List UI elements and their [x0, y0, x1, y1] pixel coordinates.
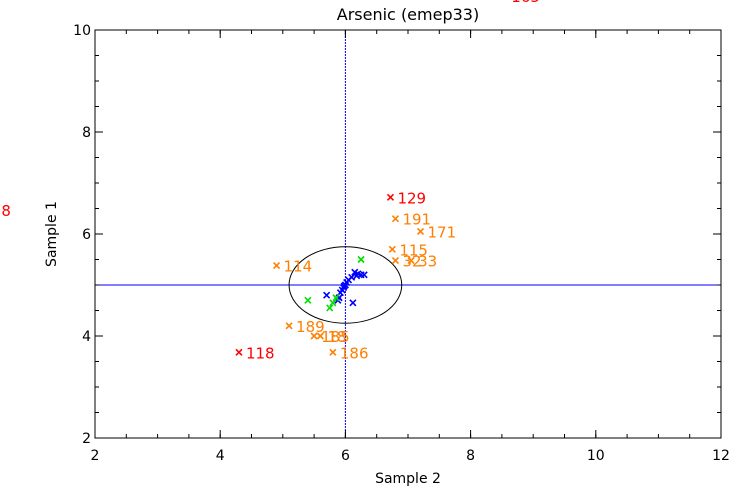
data-point: [310, 332, 318, 340]
point-label: 118: [246, 344, 275, 362]
y-tick-label: 6: [82, 227, 91, 243]
data-point: [285, 322, 293, 330]
point-label: 115: [399, 241, 428, 259]
point-label: 18: [327, 328, 346, 346]
chart-title: Arsenic (emep33): [337, 5, 479, 24]
data-point: [329, 348, 337, 356]
x-axis-label: Sample 2: [375, 471, 441, 487]
data-point: [388, 245, 396, 253]
y-axis: 2 4 6 8 10: [73, 23, 721, 447]
points-layer: [235, 193, 425, 356]
data-point: [235, 348, 243, 356]
data-point: [391, 256, 400, 265]
data-point: [340, 282, 348, 290]
point-label: 171: [428, 223, 457, 241]
x-tick-label: 12: [712, 448, 730, 464]
data-point: [332, 294, 340, 302]
y-tick-label: 2: [82, 431, 91, 447]
data-point: [360, 271, 368, 279]
reference-lines: [95, 30, 721, 438]
out-of-range-label: 178: [0, 202, 11, 220]
point-label: 185: [321, 328, 350, 346]
point-label: 114: [284, 258, 313, 276]
x-tick-label: 6: [341, 448, 350, 464]
data-point: [386, 193, 395, 201]
y-tick-label: 4: [82, 329, 91, 345]
data-point: [329, 299, 337, 307]
x-tick-label: 10: [587, 448, 605, 464]
y-tick-label: 8: [82, 125, 91, 141]
x-axis: 2 4 6 8 10 12: [91, 30, 730, 464]
plot-frame: [94, 29, 722, 439]
data-point: [348, 273, 356, 281]
data-point: [349, 299, 357, 307]
x-tick-label: 4: [216, 448, 225, 464]
data-point: [304, 296, 312, 304]
point-label: 191: [402, 211, 431, 229]
data-point: [323, 291, 331, 299]
point-label: 189: [296, 318, 325, 336]
data-point: [353, 272, 361, 280]
ellipse-layer: [288, 246, 403, 324]
point-label: 186: [340, 344, 369, 362]
y-axis-label: Sample 1: [44, 201, 60, 267]
point-label: 32: [402, 253, 421, 271]
point-label: 129: [397, 189, 426, 207]
data-point: [407, 256, 415, 265]
x-tick-label: 8: [466, 448, 475, 464]
data-point: [272, 262, 281, 270]
data-point: [316, 332, 324, 340]
data-point: [357, 255, 365, 264]
x-tick-label: 2: [91, 448, 100, 464]
data-point: [416, 227, 425, 236]
y-tick-label: 10: [73, 23, 91, 39]
data-point: [391, 215, 400, 223]
point-label: 33: [418, 253, 437, 271]
out-of-range-label: 165: [511, 0, 540, 6]
data-point: [326, 304, 334, 312]
confidence-ellipse: [288, 246, 403, 324]
